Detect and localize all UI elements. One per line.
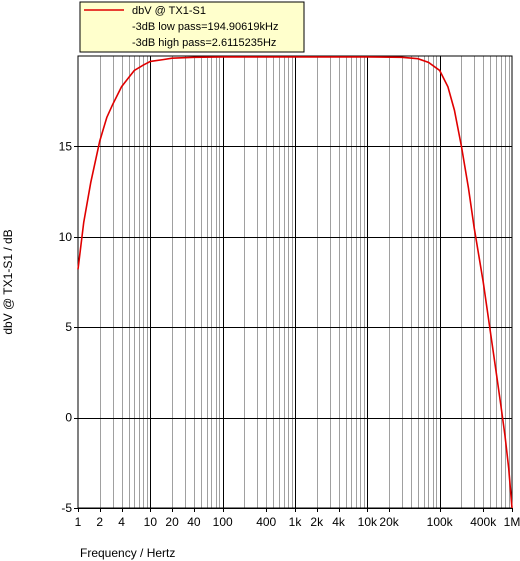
x-tick-label: 2 (96, 515, 103, 529)
minor-gridlines (100, 56, 510, 508)
x-tick-label: 1M (504, 515, 520, 529)
legend-high-pass-label: -3dB high pass=2.6115235Hz (132, 37, 276, 49)
x-tick-label: 400 (256, 515, 276, 529)
x-tick-labels: 1 2 4 10 20 40 100 400 1k 2k 4k 10k 20k 100k 400k 1M (75, 508, 520, 529)
legend-series-label: dbV @ TX1-S1 (132, 5, 206, 17)
x-tick-label: 2k (310, 515, 324, 529)
series-line-dbv-tx1-s1 (77, 56, 513, 509)
x-tick-label: 100 (213, 515, 233, 529)
x-tick-label: 40 (187, 515, 201, 529)
x-tick-label: 4 (118, 515, 125, 529)
x-tick-label: 20k (379, 515, 399, 529)
x-tick-label: 10 (144, 515, 158, 529)
legend: dbV @ TX1-S1 -3dB low pass=194.90619kHz … (79, 1, 305, 53)
legend-low-pass-label: -3dB low pass=194.90619kHz (132, 21, 278, 33)
y-tick-label: 10 (59, 230, 73, 244)
y-tick-label: 0 (65, 411, 72, 425)
x-tick-label: 100k (427, 515, 454, 529)
y-axis-title: dbV @ TX1-S1 / dB (1, 229, 15, 334)
x-axis-title: Frequency / Hertz (80, 546, 175, 560)
y-tick-label: 5 (65, 320, 72, 334)
x-tick-label: 20 (165, 515, 179, 529)
y-tick-label: 15 (59, 139, 73, 153)
x-tick-label: 1k (289, 515, 303, 529)
x-tick-label: 4k (332, 515, 346, 529)
y-tick-label: -5 (61, 501, 72, 515)
x-tick-label: 400k (470, 515, 497, 529)
y-tick-labels: -5 0 5 10 15 (59, 139, 78, 515)
x-tick-label: 10k (358, 515, 378, 529)
x-tick-label: 1 (75, 515, 82, 529)
